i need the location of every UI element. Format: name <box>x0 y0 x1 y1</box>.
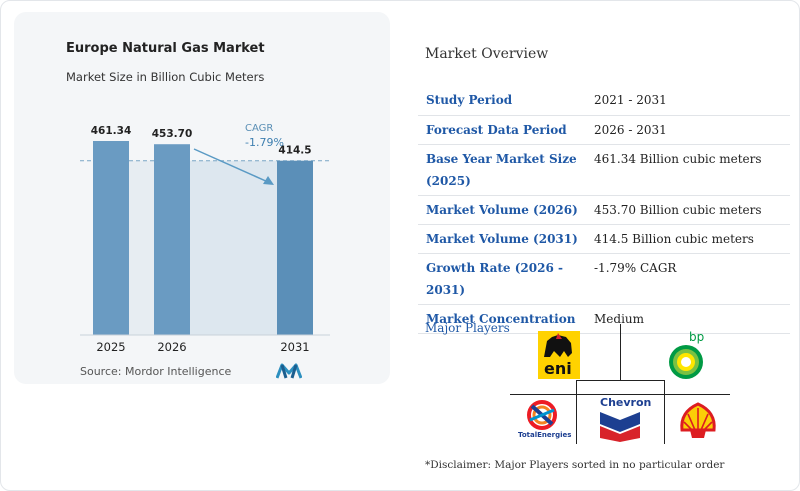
players-divider <box>664 380 665 444</box>
row-label: Growth Rate (2026 - 2031) <box>418 253 588 305</box>
row-label: Forecast Data Period <box>418 115 588 145</box>
market-overview-heading: Market Overview <box>425 46 549 62</box>
mordor-logo-icon <box>276 363 302 379</box>
shaded-region <box>190 160 277 335</box>
totalenergies-swirl-icon <box>527 400 557 430</box>
cagr-label: CAGR <box>245 123 273 134</box>
row-label: Study Period <box>418 86 588 116</box>
row-value: 2026 - 2031 <box>588 115 790 145</box>
row-value: Medium <box>588 304 790 334</box>
table-row: Market Volume (2026) 453.70 Billion cubi… <box>418 195 790 225</box>
bar-chart: 461.34 2025 453.70 2026 414.5 2031 CAGR -1.79% <box>80 123 330 354</box>
bp-helios-icon <box>669 345 703 379</box>
players-divider <box>576 380 664 381</box>
table-row: Study Period 2021 - 2031 <box>418 86 790 116</box>
totalenergies-logo: TotalEnergies <box>514 400 572 442</box>
data-label: 461.34 <box>91 125 132 137</box>
x-tick-label: 2026 <box>157 340 186 354</box>
row-label: Base Year Market Size (2025) <box>418 144 588 196</box>
table-row: Forecast Data Period 2026 - 2031 <box>418 115 790 145</box>
row-value: 2021 - 2031 <box>588 86 790 116</box>
bp-logo-text: bp <box>689 330 705 344</box>
row-value: 461.34 Billion cubic meters <box>588 144 790 196</box>
shell-logo-icon <box>680 402 716 438</box>
major-players-heading: Major Players <box>425 321 510 335</box>
bar <box>277 160 313 335</box>
cagr-arrow-head <box>263 176 274 185</box>
players-divider <box>510 394 730 395</box>
row-value: 414.5 Billion cubic meters <box>588 224 790 254</box>
x-tick-label: 2025 <box>96 340 125 354</box>
disclaimer-text: *Disclaimer: Major Players sorted in no … <box>425 459 725 471</box>
table-row: Market Concentration Medium <box>418 304 790 334</box>
chart-title: Europe Natural Gas Market <box>66 41 265 56</box>
chevron-hallmark-icon <box>600 412 640 442</box>
table-row: Market Volume (2031) 414.5 Billion cubic… <box>418 224 790 254</box>
chevron-logo-text: Chevron <box>600 396 652 409</box>
table-row: Growth Rate (2026 - 2031) -1.79% CAGR <box>418 253 790 305</box>
chart-subtitle: Market Size in Billion Cubic Meters <box>66 70 265 84</box>
row-label: Market Volume (2026) <box>418 195 588 225</box>
shaded-region <box>129 160 154 335</box>
eni-logo-text: eni <box>544 359 572 378</box>
row-label: Market Concentration <box>418 304 588 334</box>
bar <box>93 141 129 335</box>
row-value: 453.70 Billion cubic meters <box>588 195 790 225</box>
totalenergies-logo-text: TotalEnergies <box>518 431 572 439</box>
data-label: 414.5 <box>278 145 311 157</box>
source-text: Source: Mordor Intelligence <box>80 365 232 378</box>
cagr-value: -1.79% <box>245 136 284 149</box>
row-value: -1.79% CAGR <box>588 253 790 305</box>
market-overview-table: Study Period 2021 - 2031 Forecast Data P… <box>418 86 790 334</box>
eni-dog-icon <box>544 333 572 357</box>
players-divider <box>576 380 577 444</box>
x-tick-label: 2031 <box>280 340 309 354</box>
bar <box>154 144 190 335</box>
table-row: Base Year Market Size (2025) 461.34 Bill… <box>418 144 790 196</box>
data-label: 453.70 <box>152 128 193 140</box>
row-label: Market Volume (2031) <box>418 224 588 254</box>
cagr-arrow <box>193 148 269 183</box>
players-divider <box>620 324 621 380</box>
bp-logo: bp <box>666 330 710 380</box>
eni-logo: eni <box>538 331 580 379</box>
chevron-logo: Chevron <box>592 392 652 442</box>
